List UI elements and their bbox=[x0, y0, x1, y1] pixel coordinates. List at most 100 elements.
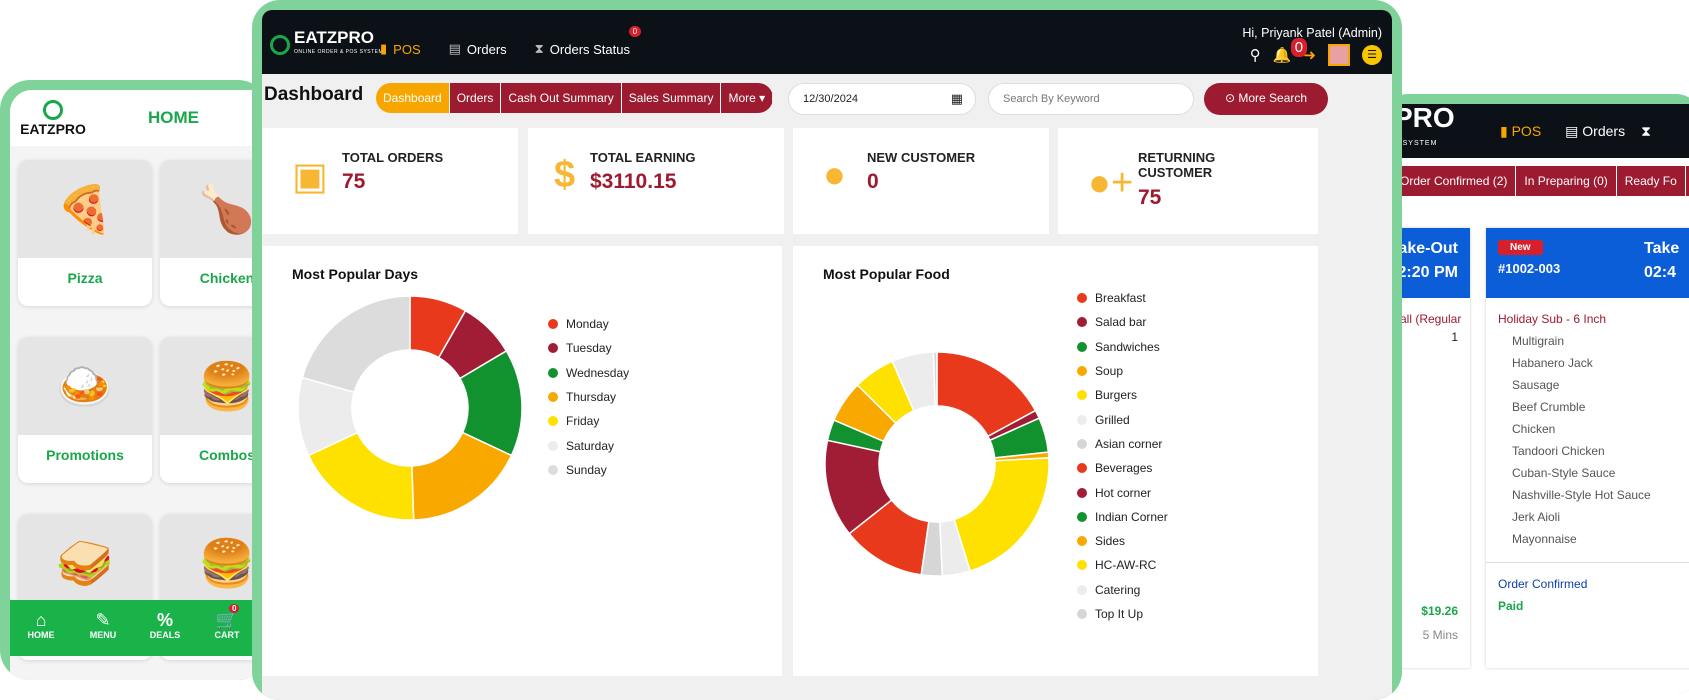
bell-icon[interactable]: 🔔 0 bbox=[1273, 38, 1308, 64]
search-input[interactable]: Search By Keyword bbox=[988, 83, 1194, 115]
nav-orders-status[interactable]: ⧗ Orders Status 0 bbox=[535, 26, 642, 57]
calendar-icon[interactable]: ▦ bbox=[950, 91, 963, 106]
topbar-icons: ⚲ 🔔 0 ➜ ☰ bbox=[1238, 38, 1382, 66]
tab-dashboard[interactable]: Dashboard bbox=[376, 83, 450, 113]
user-plus-icon: ●+ bbox=[1088, 162, 1134, 204]
legend-label: Sandwiches bbox=[1095, 339, 1160, 354]
tab-orders[interactable]: Orders bbox=[449, 83, 502, 113]
nav-orders[interactable]: ▤ Orders bbox=[449, 41, 507, 57]
legend-item[interactable]: Sunday bbox=[548, 458, 629, 482]
legend-item[interactable]: Hot corner bbox=[1077, 480, 1168, 504]
category-card-promotions[interactable]: 🍛 Promotions bbox=[18, 337, 152, 483]
notification-badge: 0 bbox=[1290, 38, 1308, 57]
legend-item[interactable]: Grilled bbox=[1077, 407, 1168, 431]
order-status: Order Confirmed bbox=[1486, 562, 1689, 591]
nav-label: POS bbox=[393, 41, 421, 57]
stat-value: 75 bbox=[1138, 186, 1162, 209]
modifier-item: Beef Crumble bbox=[1512, 400, 1586, 414]
donut-slice-top-it-up[interactable] bbox=[932, 351, 938, 407]
nav-menu[interactable]: ✎ MENU bbox=[72, 600, 134, 656]
category-card-chicken[interactable]: 🍗 Chicken bbox=[160, 160, 268, 306]
order-card[interactable]: Take-Out 02:20 PM mall (Regular 1 $19.26… bbox=[1392, 228, 1470, 668]
stat-label: RETURNING CUSTOMER bbox=[1138, 150, 1216, 180]
category-card-pizza[interactable]: 🍕 Pizza bbox=[18, 160, 152, 306]
avatar[interactable] bbox=[1328, 44, 1350, 66]
legend-swatch bbox=[548, 464, 558, 475]
legend-item[interactable]: Friday bbox=[548, 409, 629, 433]
tab-ready[interactable]: Ready Fo bbox=[1617, 166, 1686, 196]
nav-cart[interactable]: 0 🛒 CART bbox=[196, 600, 258, 656]
order-card[interactable]: New #1002-003 Take 02:4 Holiday Sub - 6 … bbox=[1486, 228, 1689, 668]
category-label: Combos bbox=[199, 447, 255, 463]
modifier-item: Tandoori Chicken bbox=[1512, 444, 1605, 458]
order-card-header: New #1002-003 Take 02:4 bbox=[1486, 228, 1689, 298]
kds-brand: PRO bbox=[1394, 104, 1455, 133]
legend-label: Grilled bbox=[1095, 412, 1130, 427]
brand-tagline: ONLINE ORDER & POS SYSTEM bbox=[294, 49, 384, 55]
legend-item[interactable]: Beverages bbox=[1077, 456, 1168, 480]
legend-item[interactable]: Salad bar bbox=[1077, 310, 1168, 334]
tab-more-dropdown[interactable]: More ▾ bbox=[721, 83, 774, 113]
kds-screen: PRO S SYSTEM ▮ POS ▤ Orders ⧗ Order Confi… bbox=[1392, 104, 1689, 694]
popular-days-donut-chart bbox=[297, 295, 523, 521]
user-greeting: Hi, Priyank Patel (Admin) bbox=[1242, 26, 1382, 40]
legend-item[interactable]: Sides bbox=[1077, 529, 1168, 553]
tab-in-preparing[interactable]: In Preparing (0) bbox=[1516, 166, 1617, 196]
legend-item[interactable]: Monday bbox=[548, 312, 629, 336]
modifier-item: Sausage bbox=[1512, 378, 1560, 392]
legend-label: Breakfast bbox=[1095, 291, 1146, 306]
eatzpro-logo[interactable]: EATZPRO ONLINE ORDER & POS SYSTEM bbox=[270, 28, 384, 60]
legend-item[interactable]: Soup bbox=[1077, 359, 1168, 383]
legend-item[interactable]: Thursday bbox=[548, 385, 629, 409]
legend-label: Wednesday bbox=[566, 365, 630, 380]
location-icon[interactable]: ⚲ bbox=[1249, 47, 1261, 64]
legend-label: Top It Up bbox=[1095, 607, 1144, 621]
brand-name: EATZPRO bbox=[294, 28, 374, 47]
donut-slice-sunday[interactable] bbox=[301, 295, 411, 394]
legend-item[interactable]: Burgers bbox=[1077, 383, 1168, 407]
legend-item[interactable]: Breakfast bbox=[1077, 286, 1168, 310]
hourglass-icon[interactable]: ⧗ bbox=[1641, 122, 1651, 139]
legend-item[interactable]: Saturday bbox=[548, 433, 629, 457]
date-picker[interactable]: 12/30/2024 ▦ bbox=[788, 83, 976, 115]
legend-label: Soup bbox=[1095, 364, 1124, 379]
legend-swatch bbox=[548, 367, 558, 378]
donut-slice-burgers[interactable] bbox=[953, 457, 1050, 572]
more-search-button[interactable]: ⊙ More Search bbox=[1204, 83, 1328, 115]
nav-home[interactable]: ⌂ HOME bbox=[10, 600, 72, 656]
mobile-brand: EATZPRO bbox=[20, 120, 86, 137]
category-label: Chicken bbox=[199, 270, 255, 286]
popular-food-panel: Most Popular Food Breakfast Salad bar Sand… bbox=[793, 246, 1318, 676]
legend-swatch bbox=[1077, 438, 1087, 449]
stat-label: TOTAL ORDERS bbox=[342, 150, 444, 165]
nav-label: Orders bbox=[466, 41, 507, 57]
tab-order-confirmed[interactable]: Order Confirmed (2) bbox=[1392, 166, 1517, 196]
category-card-combos[interactable]: 🍔 Combos bbox=[160, 337, 268, 483]
modifier-item: Mayonnaise bbox=[1512, 532, 1577, 546]
legend-item[interactable]: Tuesday bbox=[548, 336, 629, 360]
legend-item[interactable]: Wednesday bbox=[548, 361, 629, 385]
legend-label: Sunday bbox=[566, 462, 607, 477]
hamburger-menu-icon[interactable]: ☰ bbox=[1362, 45, 1382, 65]
legend-item[interactable]: HC-AW-RC bbox=[1077, 553, 1168, 577]
nav-deals[interactable]: % DEALS bbox=[134, 600, 196, 656]
pos-icon: ▮ bbox=[380, 41, 388, 56]
legend-swatch bbox=[548, 416, 558, 427]
kds-nav-pos[interactable]: ▮ POS bbox=[1500, 122, 1542, 139]
legend-item[interactable]: Catering bbox=[1077, 578, 1168, 602]
legend-item[interactable]: Indian Corner bbox=[1077, 505, 1168, 529]
tab-cash-out-summary[interactable]: Cash Out Summary bbox=[501, 83, 622, 113]
legend-label: Tuesday bbox=[566, 341, 612, 356]
legend-item[interactable]: Sandwiches bbox=[1077, 335, 1168, 359]
tab-sales-summary[interactable]: Sales Summary bbox=[621, 83, 722, 113]
legend-label: Indian Corner bbox=[1095, 509, 1168, 524]
stat-value: 75 bbox=[342, 170, 366, 193]
legend-label: Asian corner bbox=[1095, 436, 1163, 451]
legend-item[interactable]: Asian corner bbox=[1077, 432, 1168, 456]
nav-pos[interactable]: ▮ POS bbox=[380, 41, 421, 57]
legend-label: Burgers bbox=[1095, 388, 1138, 403]
kds-nav-orders[interactable]: ▤ Orders bbox=[1565, 122, 1626, 139]
pizza-image: 🍕 bbox=[18, 160, 152, 258]
legend-item[interactable]: Top It Up bbox=[1077, 602, 1168, 626]
legend-label: Catering bbox=[1095, 582, 1141, 597]
